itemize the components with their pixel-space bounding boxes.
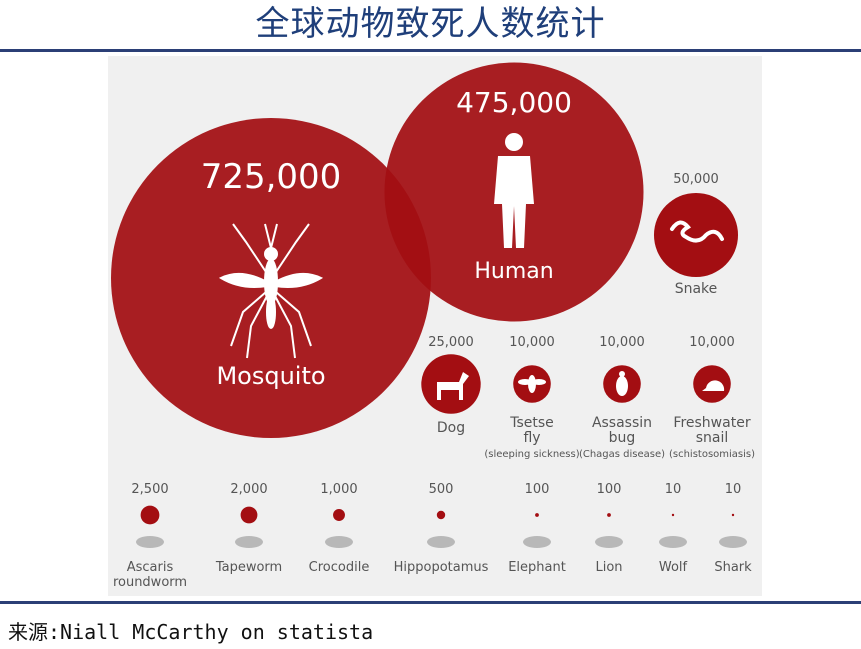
- category-label: Tsetse: [509, 415, 554, 431]
- data-label: 10: [665, 482, 682, 497]
- bubble-mark: [731, 513, 735, 517]
- data-label: 1,000: [320, 482, 357, 497]
- bubble-elephant: 100 Elephant: [508, 482, 566, 575]
- elephant-icon: [523, 536, 551, 548]
- bubble-mark: [240, 506, 258, 524]
- bubble-tsetse-fly: 10,000TsetseflyTsetse fly(sleeping sickn…: [484, 335, 579, 460]
- bubble-hippopotamus: 500 Hippopotamus: [394, 482, 489, 575]
- bubble-chart: 725,000 Mosquito 475,000 Human 50,000 Snake 25…: [111, 62, 755, 590]
- data-label: 2,500: [131, 482, 168, 497]
- category-label: Freshwater: [673, 415, 750, 431]
- bubble-mark: [653, 192, 739, 278]
- source-note: 来源:Niall McCarthy on statista: [8, 620, 374, 644]
- category-label: Mosquito: [216, 362, 325, 390]
- snail-icon: [702, 380, 725, 391]
- category-label: Dog: [437, 420, 465, 436]
- crocodile-icon: [325, 536, 353, 548]
- category-label: Crocodile: [309, 560, 370, 575]
- wolf-icon: [659, 536, 687, 548]
- category-label: Assassin: [592, 415, 652, 431]
- lion-icon: [595, 536, 623, 548]
- data-label: 475,000: [456, 86, 572, 119]
- data-label: 100: [597, 482, 622, 497]
- data-label: 10,000: [599, 335, 645, 350]
- bubble-human: 475,000 Human: [384, 62, 644, 322]
- title-divider: [0, 49, 861, 52]
- bubble-mosquito: 725,000 Mosquito: [111, 118, 431, 438]
- bubble-assassin-bug: 10,000AssassinbugAssassin bug(Chagas dis…: [579, 335, 665, 460]
- footer-divider: [0, 601, 861, 604]
- bubble-snake: 50,000 Snake: [653, 172, 739, 297]
- category-label: Human: [474, 259, 553, 284]
- data-label: 2,000: [230, 482, 267, 497]
- category-label: Hippopotamus: [394, 560, 489, 575]
- data-label: 10: [725, 482, 742, 497]
- category-sublabel: (schistosomiasis): [669, 449, 755, 460]
- hippopotamus-icon: [427, 536, 455, 548]
- bubble-tapeworm: 2,000 Tapeworm: [215, 482, 282, 575]
- roundworm-icon: [136, 536, 164, 548]
- data-label: 500: [429, 482, 454, 497]
- snake-icon: [670, 220, 724, 243]
- bubble-shark: 10 Shark: [714, 482, 752, 575]
- dog-icon: [437, 372, 469, 400]
- data-label: 10,000: [509, 335, 555, 350]
- human-icon: [494, 133, 534, 248]
- tsetse-fly-icon: [518, 375, 546, 393]
- bubble-mark: [671, 513, 675, 517]
- category-sublabel: (Chagas disease): [579, 449, 665, 460]
- category-label: Shark: [714, 560, 752, 575]
- data-label: 725,000: [201, 157, 342, 197]
- category-label-line2: snail: [696, 430, 729, 446]
- bubble-mark: [333, 509, 345, 521]
- bubble-mark: [140, 505, 160, 525]
- bubble-freshwater-snail: 10,000FreshwatersnailFreshwater snail(sc…: [669, 335, 755, 460]
- tapeworm-icon: [235, 536, 263, 548]
- data-label: 10,000: [689, 335, 735, 350]
- mosquito-icon: [218, 223, 324, 359]
- bubble-mark: [535, 513, 539, 517]
- category-label: Lion: [595, 560, 622, 575]
- category-label: Elephant: [508, 560, 566, 575]
- data-label: 100: [525, 482, 550, 497]
- bubble-wolf: 10 Wolf: [659, 482, 688, 575]
- category-label: Wolf: [659, 560, 688, 575]
- category-sublabel: (sleeping sickness): [484, 449, 579, 460]
- bubble-lion: 100 Lion: [595, 482, 623, 575]
- bubble-dog: 25,000 Dog: [421, 335, 481, 436]
- bubble-ascaris-roundworm: 2,500AscarisroundwormAscaris roundworm: [113, 482, 187, 590]
- category-label-line2: bug: [609, 430, 636, 446]
- bubble-mark: [607, 513, 611, 517]
- category-label: Snake: [675, 281, 718, 297]
- bubble-mark: [436, 510, 446, 520]
- data-label: 25,000: [428, 335, 474, 350]
- category-label-line2: roundworm: [113, 575, 187, 590]
- shark-icon: [719, 536, 747, 548]
- category-label: Ascaris: [127, 560, 174, 575]
- category-label-line2: fly: [523, 430, 540, 446]
- assassin-bug-icon: [616, 371, 628, 396]
- category-label: Tapeworm: [215, 560, 282, 575]
- page-title: 全球动物致死人数统计: [255, 4, 606, 44]
- data-label: 50,000: [673, 172, 719, 187]
- bubble-crocodile: 1,000 Crocodile: [309, 482, 370, 575]
- chart-panel: 725,000 Mosquito 475,000 Human 50,000 Snake 25…: [108, 56, 762, 596]
